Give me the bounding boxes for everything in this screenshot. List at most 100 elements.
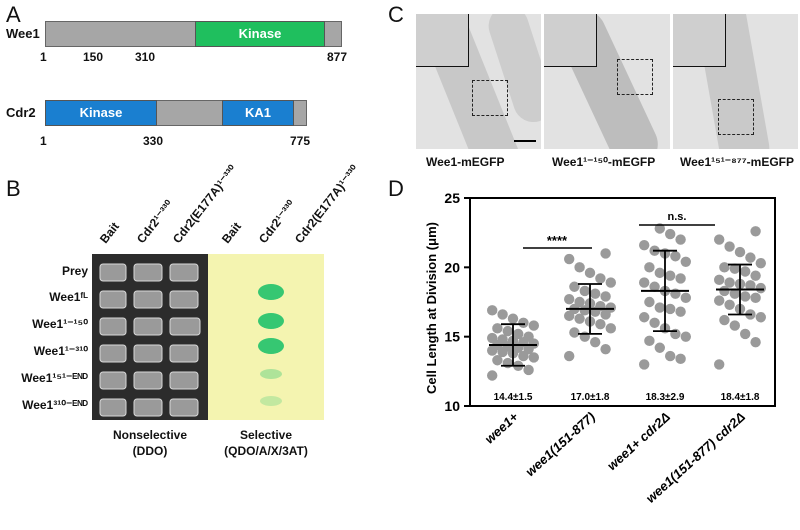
row-label-wee1-1-310: Wee1¹⁻³¹⁰ [33, 344, 88, 358]
sig-label-1: **** [547, 233, 568, 248]
data-point [523, 331, 534, 342]
data-point [654, 342, 665, 353]
data-point [564, 294, 575, 305]
data-point [584, 267, 596, 279]
row-label-wee1-151-end: Wee1¹⁵¹⁻ᴱᴺᴰ [21, 371, 88, 385]
cell-length-chart: Cell Length at Division (μm) 10 15 20 25 **… [424, 190, 776, 506]
zoom-box [718, 99, 754, 135]
data-point [595, 318, 606, 330]
cdr2-label: Cdr2 [6, 105, 36, 120]
data-point [714, 234, 725, 245]
data-point [729, 263, 740, 274]
data-point [644, 262, 655, 273]
data-point [639, 312, 650, 323]
data-point [507, 313, 519, 324]
data-point [719, 314, 730, 326]
selective-medium: (QDO/A/X/3AT) [224, 444, 308, 458]
panel-b-letter: B [6, 176, 21, 201]
data-point [714, 359, 725, 370]
data-point [665, 303, 676, 315]
zoom-inset [544, 14, 597, 67]
data-point [680, 331, 691, 342]
data-point [497, 334, 508, 345]
data-point [654, 223, 665, 234]
micrograph-wee1-1-150 [544, 14, 670, 149]
data-point [734, 246, 746, 258]
data-point [724, 299, 735, 310]
data-point [574, 262, 585, 273]
cdr2-tick-1: 1 [40, 134, 47, 148]
data-point [574, 296, 585, 308]
data-point [670, 251, 681, 262]
data-point [492, 355, 503, 366]
x-axis-labels: wee1+ wee1(151-877) wee1+ cdr2Δwee1(151-87… [482, 409, 749, 506]
data-point [528, 320, 539, 331]
data-point [649, 281, 660, 292]
wee1-label: Wee1 [6, 26, 40, 41]
data-point [600, 291, 611, 302]
data-point [680, 256, 691, 267]
data-point [724, 241, 735, 252]
panel-d-letter: D [388, 176, 404, 201]
data-point [680, 292, 691, 304]
zoom-box [472, 80, 508, 116]
micrograph-wee1 [416, 14, 541, 149]
col-label-bait-1: Bait [96, 219, 122, 246]
data-point [740, 266, 751, 277]
data-point [729, 320, 740, 331]
y-tick-label: 25 [444, 190, 460, 206]
y-tick-label: 15 [444, 329, 460, 345]
data-point [502, 325, 513, 337]
col-label-cdr2e177a-2: Cdr2(E177A)¹⁻³³⁰ [291, 162, 362, 246]
data-point [518, 317, 529, 328]
wee1-tick-150: 150 [83, 50, 104, 64]
x-tick-label: wee1+ [482, 409, 522, 447]
data-point [724, 277, 735, 288]
data-point [639, 277, 650, 288]
caption-wee1-151-877: Wee1¹⁵¹⁻⁸⁷⁷-mEGFP [680, 155, 795, 169]
stat-labels: 14.4±1.5 17.0±1.8 18.3±2.9 18.4±1.8 [494, 392, 760, 403]
data-point [745, 280, 756, 291]
data-point [639, 239, 650, 251]
selective-spots [258, 284, 284, 406]
cdr2-ka1-domain: KA1 [222, 100, 294, 126]
mean-sd-bars [489, 249, 764, 367]
cdr2-tick-330: 330 [143, 134, 164, 148]
y-axis: 10 15 20 25 [444, 190, 470, 414]
data-point [740, 328, 751, 340]
data-point [644, 335, 655, 347]
stat-label: 14.4±1.5 [494, 392, 533, 403]
micrograph-wee1-151-877 [673, 14, 798, 149]
x-tick-label: wee1+ cdr2Δ [604, 409, 673, 473]
data-point [750, 337, 761, 348]
data-point [719, 262, 730, 273]
data-point [755, 257, 766, 269]
data-point [595, 273, 606, 284]
data-point [644, 296, 655, 308]
data-point [605, 277, 616, 288]
plot-frame [469, 197, 776, 407]
col-label-cdr2-2: Cdr2¹⁻³³⁰ [255, 197, 299, 246]
data-point [755, 312, 766, 323]
data-point [600, 248, 611, 259]
data-point [729, 288, 740, 299]
y-axis-label: Cell Length at Division (μm) [424, 222, 439, 394]
y-tick-label: 20 [444, 259, 460, 275]
row-label-prey: Prey [61, 264, 88, 278]
data-point [675, 306, 686, 317]
wee1-tick-877: 877 [327, 50, 348, 64]
zoom-inset [416, 14, 469, 67]
wee1-tick-1: 1 [40, 50, 47, 64]
data-point [750, 270, 761, 281]
cdr2-tick-775: 775 [290, 134, 311, 148]
y-tick-label: 10 [444, 398, 460, 414]
data-point [714, 295, 725, 306]
data-point [600, 343, 611, 355]
data-point [675, 234, 686, 245]
wee1-kinase-domain: Kinase [195, 21, 325, 47]
data-point [665, 350, 676, 362]
data-point [719, 285, 730, 297]
nonselective-plate [92, 254, 208, 420]
selective-plate [208, 254, 324, 420]
cdr2-kinase-domain: Kinase [45, 100, 157, 126]
